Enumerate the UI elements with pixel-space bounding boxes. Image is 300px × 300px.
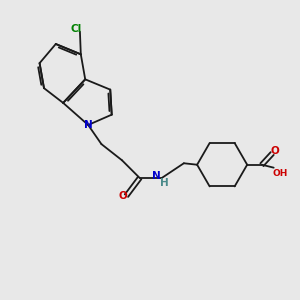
Text: O: O xyxy=(270,146,279,157)
Text: O: O xyxy=(118,190,127,201)
Text: OH: OH xyxy=(272,169,288,178)
Text: Cl: Cl xyxy=(71,24,82,34)
Text: N: N xyxy=(84,120,92,130)
Text: H: H xyxy=(160,178,169,188)
Text: N: N xyxy=(152,171,160,181)
